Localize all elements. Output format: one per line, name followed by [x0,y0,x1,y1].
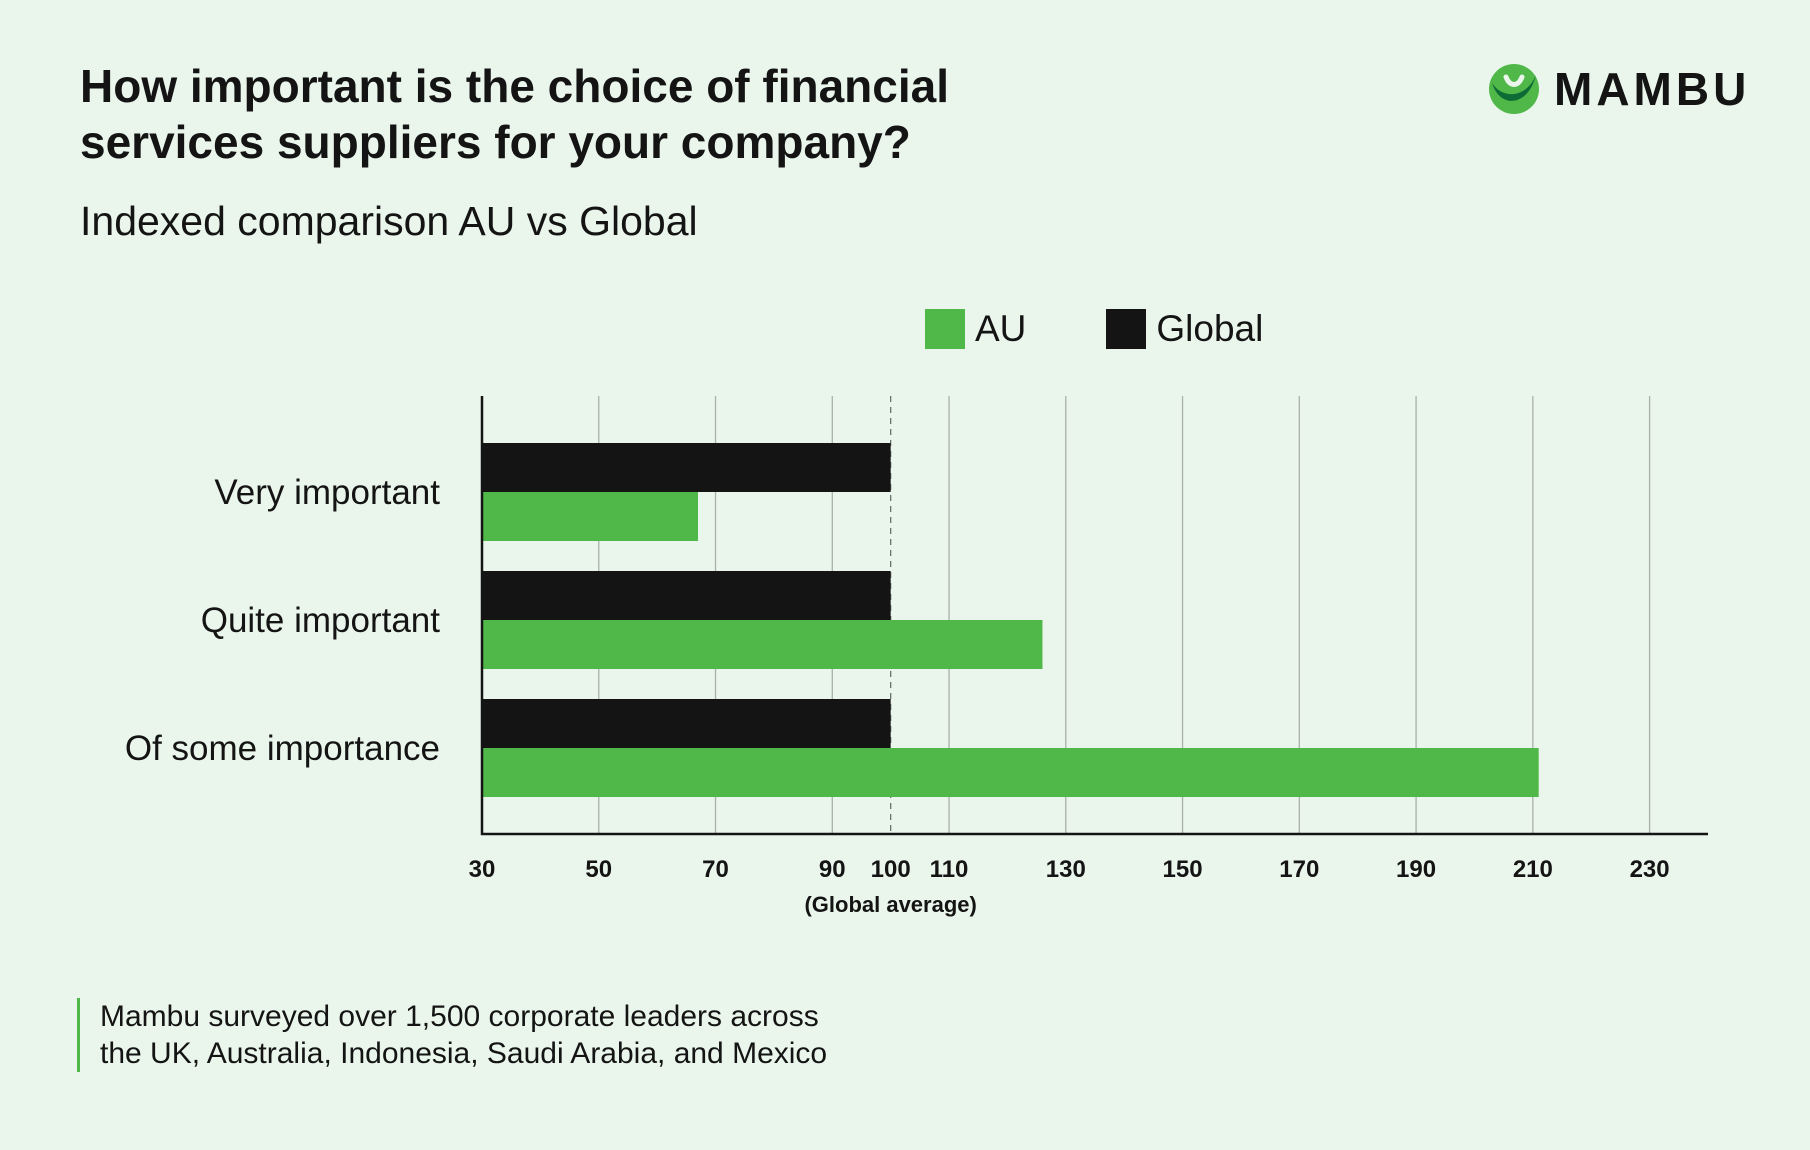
category-labels: Very important Quite important Of some imp… [125,473,440,768]
x-tick-label-110: 110 [930,856,969,883]
bar-au-very-important [482,492,699,541]
legend-swatch-global [1106,309,1147,349]
chart-title: How important is the choice of financial… [80,58,1180,170]
legend-label-au: AU [975,308,1027,349]
chart-subtitle: Indexed comparison AU vs Global [80,198,698,244]
bar-au-quite-important [482,620,1043,669]
x-tick-label-70: 70 [702,856,729,883]
legend-item-global: Global [1106,308,1263,350]
chart-title-line-1: How important is the choice of financial [80,60,949,112]
x-tick-label-130: 130 [1046,856,1086,883]
legend-swatch-au [925,309,965,349]
x-tick-label-30: 30 [469,856,496,883]
reference-line-label: (Global average) [804,892,976,917]
tick-labels: 30 50 70 90 100 110 130 150 170 190 210 230 (Global … [469,856,1670,917]
bar-global-quite-important [482,571,891,620]
bars [482,443,1539,797]
survey-note: Mambu surveyed over 1,500 corporate lead… [77,998,827,1072]
bar-global-very-important [482,443,891,492]
survey-note-line-1: Mambu surveyed over 1,500 corporate lead… [100,1000,819,1033]
legend-item-au: AU [925,308,1026,350]
x-tick-label-190: 190 [1396,856,1436,883]
x-tick-label-150: 150 [1163,856,1203,883]
bar-au-of-some-importance [482,748,1539,797]
chart-legend: AU Global [925,308,1343,350]
mambu-logo: MAMBU [1488,62,1750,116]
mambu-leaf-icon [1489,64,1539,114]
x-tick-label-170: 170 [1279,856,1319,883]
chart-title-line-2: services suppliers for your company? [80,116,911,168]
axes [480,396,1708,836]
logo-text: MAMBU [1554,63,1751,115]
x-tick-label-210: 210 [1513,856,1553,883]
x-tick-label-90: 90 [819,856,846,883]
survey-note-line-2: the UK, Australia, Indonesia, Saudi Arab… [100,1037,828,1070]
legend-label-global: Global [1156,308,1264,349]
bar-chart: 30 50 70 90 100 110 130 150 170 190 210 230 (Global … [125,396,1708,917]
category-label-very-important: Very important [214,473,440,512]
category-label-of-some-importance: Of some importance [125,729,440,768]
category-label-quite-important: Quite important [201,601,441,640]
x-tick-label-230: 230 [1630,856,1670,883]
x-tick-label-50: 50 [585,856,612,883]
x-tick-label-100: 100 [871,856,911,883]
bar-global-of-some-importance [482,699,891,748]
